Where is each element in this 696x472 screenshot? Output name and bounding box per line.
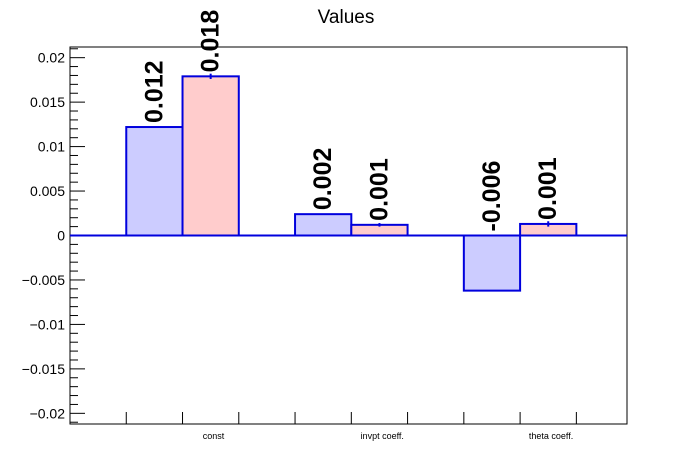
data-label: 0.001 bbox=[534, 157, 562, 220]
y-tick-label: 0 bbox=[57, 228, 65, 244]
y-tick-label: 0.015 bbox=[30, 94, 65, 110]
plot-axes: −0.02 −0.015 −0.01 −0.005 0 0.005 0.01 0.015 0.0… bbox=[22, 46, 628, 441]
bar bbox=[181, 75, 240, 237]
bar bbox=[294, 213, 353, 237]
bars-layer bbox=[125, 73, 578, 292]
x-category-label: theta coeff. bbox=[529, 431, 573, 441]
data-label: 0.002 bbox=[309, 148, 337, 211]
y-tick-label: −0.005 bbox=[22, 272, 65, 288]
data-label: 0.012 bbox=[140, 60, 168, 123]
data-label: 0.018 bbox=[197, 10, 225, 73]
y-tick-label: 0.02 bbox=[38, 50, 65, 66]
chart-title: Values bbox=[318, 7, 375, 28]
bar bbox=[462, 234, 522, 292]
y-tick-label: −0.01 bbox=[30, 316, 66, 332]
y-tick-label: 0.01 bbox=[38, 139, 65, 155]
data-label: 0.001 bbox=[365, 158, 393, 221]
y-tick-label: −0.015 bbox=[22, 361, 65, 377]
data-labels-layer: 0.012 0.002 -0.006 0.018 0.001 0.001 bbox=[140, 10, 562, 232]
data-label: -0.006 bbox=[478, 161, 506, 232]
x-category-label: invpt coeff. bbox=[361, 431, 404, 441]
bar bbox=[125, 126, 184, 237]
y-tick-label: 0.005 bbox=[30, 183, 65, 199]
y-tick-label: −0.02 bbox=[30, 405, 66, 421]
x-category-label: const bbox=[203, 431, 225, 441]
